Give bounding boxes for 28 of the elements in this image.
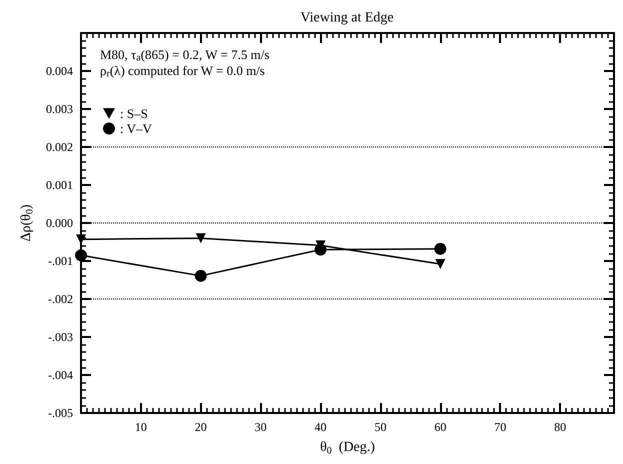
x-tick-label: 70 [494, 420, 506, 434]
point [435, 259, 446, 270]
y-tick-label: 0.000 [46, 216, 73, 230]
x-tick-label: 50 [374, 420, 386, 434]
x-tick-label: 60 [434, 420, 446, 434]
point [194, 270, 207, 282]
y-tick-label: 0.002 [46, 140, 73, 154]
x-tick-label: 20 [194, 420, 207, 434]
y-tick-label: -.005 [48, 406, 73, 420]
y-tick-label: -.003 [48, 330, 73, 344]
point [314, 244, 327, 256]
y-tick-label: 0.003 [46, 102, 73, 116]
legend-label: : V–V [120, 121, 153, 136]
y-tick-label: -.002 [48, 292, 73, 306]
x-tick-label: 10 [134, 420, 147, 434]
point [75, 249, 87, 262]
x-tick-label: 30 [254, 420, 267, 434]
x-tick-label: 80 [554, 420, 566, 434]
legend-label: : S–S [120, 106, 148, 121]
y-tick-label: 0.004 [46, 64, 73, 78]
y-tick-label: -.004 [48, 368, 73, 382]
y-axis-title: Δρ(θ0) [19, 204, 36, 242]
y-tick-label: -.001 [48, 254, 73, 268]
x-tick-label: 40 [314, 420, 327, 434]
point [434, 242, 446, 255]
point [196, 233, 206, 244]
chart-title: Viewing at Edge [300, 10, 394, 26]
y-tick-label: 0.001 [46, 178, 73, 192]
